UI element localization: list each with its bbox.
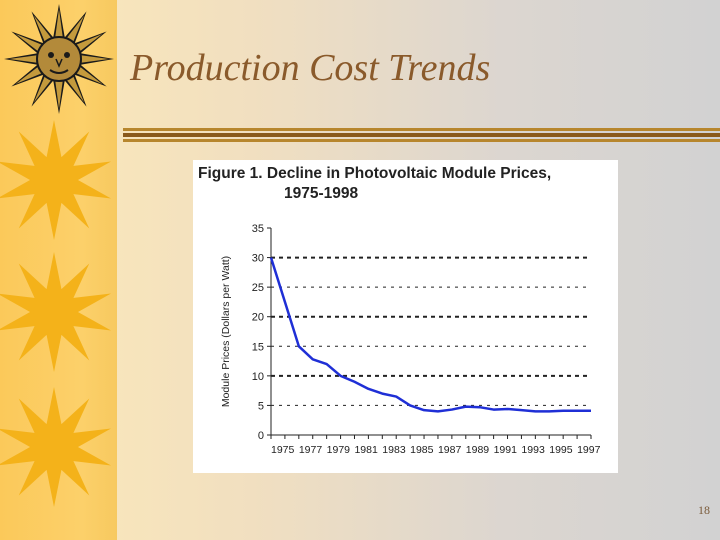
sun-icon — [0, 120, 112, 240]
x-tick-label: 1987 — [438, 444, 462, 456]
chart-title-line: Figure 1. Decline in Photovoltaic Module… — [198, 165, 552, 182]
x-tick-label: 1981 — [354, 444, 378, 456]
x-tick-label: 1995 — [549, 444, 573, 456]
slide-title: Production Cost Trends — [130, 47, 491, 89]
x-tick-label: 1993 — [521, 444, 545, 456]
y-tick-label: 30 — [252, 253, 264, 265]
x-tick-label: 1977 — [299, 444, 323, 456]
sun-icon — [0, 387, 112, 507]
y-axis-title: Module Prices (Dollars per Watt) — [220, 256, 232, 407]
x-tick-label: 1997 — [577, 444, 601, 456]
y-tick-label: 35 — [252, 223, 264, 235]
chart-subtitle: 1975-1998 — [284, 185, 359, 202]
series-line — [269, 257, 591, 413]
y-tick-label: 15 — [252, 341, 264, 353]
y-tick-label: 20 — [252, 312, 264, 324]
sun-face-icon — [4, 4, 114, 114]
chart-figure: 0 5 10 15 20 25 30 35 1975 1977 1979 1981 1983 1985 19… — [193, 160, 618, 473]
sun-icon — [0, 252, 112, 372]
y-tick-label: 5 — [258, 400, 264, 412]
x-tick-label: 1975 — [271, 444, 295, 456]
x-tick-label: 1991 — [494, 444, 518, 456]
line-chart: 0 5 10 15 20 25 30 35 1975 1977 1979 1981 1983 1985 19… — [220, 223, 601, 456]
x-tick-label: 1985 — [410, 444, 434, 456]
page-number: 18 — [698, 503, 710, 517]
x-tick-label: 1989 — [466, 444, 490, 456]
y-tick-label: 25 — [252, 282, 264, 294]
chart-title: Figure 1. Decline in Photovoltaic Module… — [198, 164, 613, 204]
x-tick-label: 1979 — [327, 444, 351, 456]
x-tick-label: 1983 — [382, 444, 406, 456]
title-divider — [123, 128, 720, 142]
y-tick-label: 0 — [258, 430, 264, 442]
y-tick-label: 10 — [252, 371, 264, 383]
